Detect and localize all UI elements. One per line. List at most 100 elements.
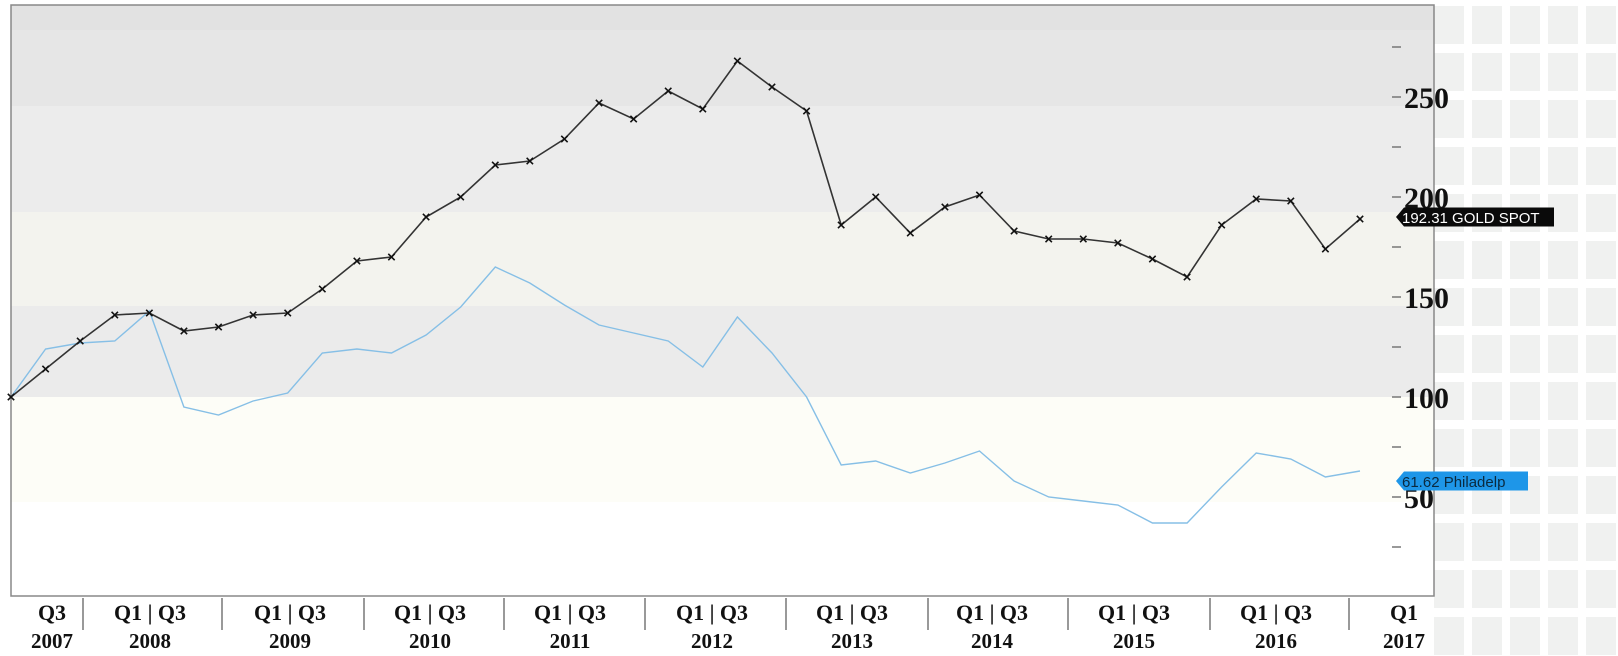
grid-square	[1472, 382, 1502, 420]
series-line	[10, 266, 1361, 524]
x-tick-label-year: 2012	[691, 629, 733, 653]
y-tick-label: 100	[1404, 382, 1449, 415]
grid-square	[1510, 241, 1540, 279]
grid-square	[1510, 382, 1540, 420]
grid-square	[1472, 429, 1502, 467]
x-tick-label-year: 2014	[971, 629, 1014, 653]
x-tick-label-quarter: Q1 | Q3	[534, 600, 606, 625]
grid-square	[1548, 6, 1578, 44]
grid-square	[1586, 194, 1616, 232]
grid-square	[1472, 570, 1502, 608]
grid-square	[1586, 570, 1616, 608]
grid-square	[1510, 100, 1540, 138]
series-layer	[7, 57, 1364, 524]
grid-square	[1548, 288, 1578, 326]
x-tick-label-year: 2013	[831, 629, 873, 653]
data-point	[76, 337, 84, 345]
x-tick-label-quarter: Q1	[1390, 600, 1418, 625]
grid-square	[1548, 100, 1578, 138]
grid-square	[1510, 53, 1540, 91]
data-point	[1287, 197, 1295, 205]
data-point	[214, 323, 223, 331]
x-tick-label-year: 2016	[1255, 629, 1297, 653]
end-label-text: 192.31 GOLD SPOT	[1402, 210, 1540, 227]
x-tick-label-quarter: Q1 | Q3	[956, 600, 1028, 625]
grid-square	[1586, 335, 1616, 373]
grid-square	[1472, 241, 1502, 279]
data-point	[1356, 215, 1364, 223]
data-point	[318, 285, 327, 293]
data-point	[249, 311, 257, 319]
grid-square	[1472, 617, 1502, 655]
grid-square	[1510, 523, 1540, 561]
x-tick-label-year: 2015	[1113, 629, 1155, 653]
data-point	[1183, 273, 1191, 281]
data-point	[1010, 227, 1018, 235]
x-tick-label-year: 2010	[409, 629, 451, 653]
x-tick-label-quarter: Q1 | Q3	[1098, 600, 1170, 625]
x-tick-label-quarter: Q1 | Q3	[676, 600, 748, 625]
data-point	[629, 115, 638, 123]
background-band	[11, 30, 1434, 106]
y-tick-label: 150	[1404, 282, 1449, 315]
grid-square	[1586, 476, 1616, 514]
grid-square	[1434, 53, 1464, 91]
background-bands	[11, 5, 1434, 596]
data-point	[733, 57, 742, 65]
data-point	[1044, 235, 1053, 243]
series-line	[10, 59, 1361, 398]
end-label-gold-spot: 192.31 GOLD SPOT	[1396, 207, 1554, 227]
data-point	[353, 257, 361, 265]
grid-square	[1548, 523, 1578, 561]
grid-square	[1510, 429, 1540, 467]
grid-square	[1586, 523, 1616, 561]
data-point	[283, 309, 292, 317]
background-band-top	[11, 5, 1434, 30]
grid-square	[1586, 429, 1616, 467]
data-point	[871, 193, 880, 201]
data-point	[1321, 245, 1330, 253]
grid-square	[1586, 53, 1616, 91]
data-point	[180, 327, 188, 335]
series-gold-spot	[7, 57, 1364, 401]
data-point	[664, 87, 672, 95]
data-point	[41, 365, 50, 373]
grid-square	[1586, 147, 1616, 185]
x-tick-label-quarter: Q1 | Q3	[816, 600, 888, 625]
grid-square	[1472, 53, 1502, 91]
grid-square	[1586, 382, 1616, 420]
data-point	[1079, 235, 1088, 243]
grid-square	[1548, 147, 1578, 185]
end-labels: 192.31 GOLD SPOT 61.62 Philadelp	[1396, 207, 1554, 491]
grid-square	[1548, 429, 1578, 467]
grid-square	[1510, 617, 1540, 655]
plot-frame	[10, 4, 1435, 597]
grid-square	[1548, 335, 1578, 373]
end-label-box	[1396, 471, 1528, 491]
grid-square	[1434, 429, 1464, 467]
grid-square	[1548, 53, 1578, 91]
x-tick-label-year: 2017	[1383, 629, 1425, 653]
grid-square	[1472, 335, 1502, 373]
grid-square	[1434, 617, 1464, 655]
grid-square	[1548, 617, 1578, 655]
grid-square	[1434, 570, 1464, 608]
data-point	[699, 105, 707, 113]
grid-square	[1434, 241, 1464, 279]
end-label-box	[1396, 207, 1554, 227]
data-point	[595, 99, 603, 107]
grid-square	[1510, 147, 1540, 185]
grid-square	[1548, 476, 1578, 514]
grid-square	[1472, 100, 1502, 138]
grid-square	[1510, 570, 1540, 608]
grid-square	[1510, 288, 1540, 326]
x-tick-label-quarter: Q3	[38, 600, 66, 625]
grid-square	[1434, 335, 1464, 373]
grid-square	[1434, 100, 1464, 138]
grid-square	[1472, 523, 1502, 561]
grid-square	[1586, 6, 1616, 44]
data-point	[422, 213, 430, 221]
background-band	[11, 106, 1434, 212]
grid-square	[1472, 6, 1502, 44]
